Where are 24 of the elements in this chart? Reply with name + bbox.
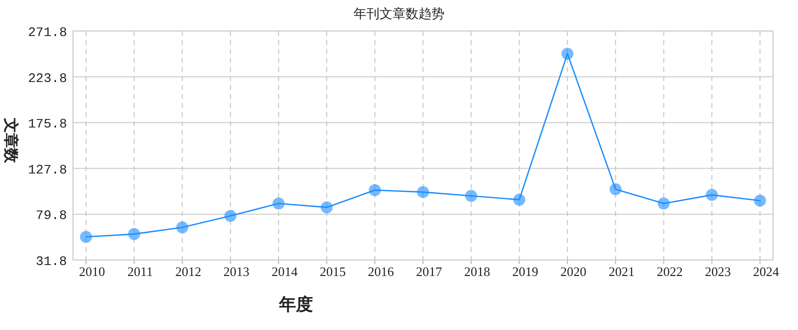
xtick: 2015 (320, 264, 346, 279)
xtick: 2021 (608, 264, 635, 279)
xtick: 2024 (753, 264, 779, 279)
ytick: 127.8 (28, 162, 67, 178)
xlabel: 年度 (279, 295, 313, 314)
title: 年刊文章数趋势 (354, 6, 444, 21)
xtick: 2013 (223, 264, 250, 279)
ytick: 79.8 (36, 208, 67, 224)
xtick: 2017 (416, 264, 442, 279)
ytick: 271.8 (28, 25, 67, 40)
xtick: 2023 (704, 264, 731, 279)
xtick: 2019 (512, 264, 538, 279)
xtick: 2011 (127, 264, 153, 279)
xtick: 2022 (656, 264, 683, 279)
xtick: 2020 (560, 264, 586, 279)
xtick: 2014 (272, 264, 298, 279)
ytick: 175.8 (28, 116, 67, 132)
ytick: 223.8 (28, 70, 67, 86)
ytick: 31.8 (36, 254, 67, 269)
xtick: 2010 (79, 264, 105, 279)
xtick: 2018 (464, 264, 490, 279)
xtick: 2016 (368, 264, 394, 279)
ylabel: 文章数 (2, 118, 18, 163)
xtick: 2012 (175, 264, 202, 279)
